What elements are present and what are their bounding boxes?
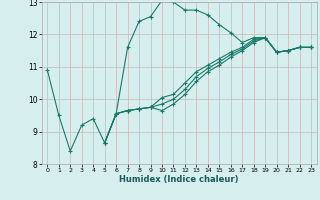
X-axis label: Humidex (Indice chaleur): Humidex (Indice chaleur): [119, 175, 239, 184]
